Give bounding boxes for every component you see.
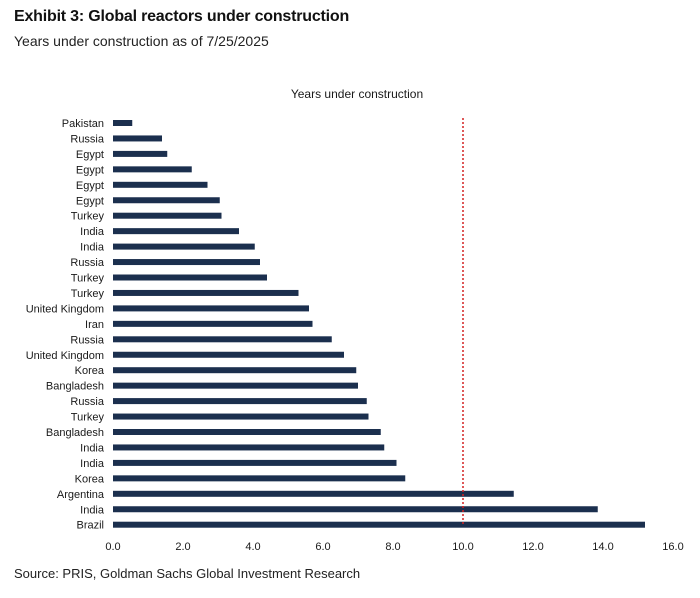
- bar: [113, 367, 357, 374]
- bar: [113, 274, 267, 281]
- bar: [113, 120, 133, 126]
- category-label: Turkey: [71, 211, 105, 223]
- bar: [113, 459, 397, 466]
- x-tick-label: 2.0: [175, 541, 190, 553]
- bar: [113, 521, 645, 528]
- category-label: Turkey: [71, 288, 105, 300]
- category-label: India: [80, 242, 105, 254]
- bar: [113, 197, 220, 204]
- category-label: Korea: [75, 473, 105, 485]
- bar: [113, 351, 344, 358]
- category-label: Egypt: [76, 180, 104, 192]
- category-label: Russia: [70, 133, 105, 145]
- bars-layer: [113, 120, 645, 528]
- bar: [113, 398, 367, 405]
- category-label: Bangladesh: [46, 427, 104, 439]
- bar: [113, 413, 369, 420]
- bar: [113, 259, 260, 266]
- bar: [113, 490, 514, 497]
- exhibit-title: Exhibit 3: Global reactors under constru…: [14, 8, 350, 25]
- bar: [113, 135, 162, 142]
- exhibit-subtitle: Years under construction as of 7/25/2025: [14, 33, 269, 49]
- category-label: India: [80, 458, 105, 470]
- x-tick-label: 0.0: [105, 541, 120, 553]
- category-label: United Kingdom: [26, 303, 104, 315]
- bar: [113, 243, 255, 250]
- bar: [113, 212, 222, 219]
- category-label: India: [80, 442, 105, 454]
- bar: [113, 289, 299, 296]
- category-label: Turkey: [71, 273, 105, 285]
- category-label: Bangladesh: [46, 381, 104, 393]
- bar: [113, 181, 208, 188]
- category-label: Russia: [70, 396, 105, 408]
- category-label: India: [80, 226, 105, 238]
- bar: [113, 506, 598, 513]
- category-label: United Kingdom: [26, 350, 104, 362]
- x-tick-label: 12.0: [522, 541, 543, 553]
- category-label: Egypt: [76, 195, 104, 207]
- bar: [113, 228, 239, 235]
- bar: [113, 429, 381, 435]
- bar: [113, 475, 406, 482]
- category-label: Russia: [70, 257, 105, 269]
- category-label: Egypt: [76, 164, 104, 176]
- category-label: Korea: [75, 365, 105, 377]
- x-tick-label: 16.0: [662, 541, 683, 553]
- category-label: Brazil: [76, 520, 104, 532]
- bar: [113, 320, 313, 327]
- x-tick-label: 8.0: [385, 541, 400, 553]
- x-tick-label: 4.0: [245, 541, 260, 553]
- category-label: Russia: [70, 334, 105, 346]
- x-tick-label: 6.0: [315, 541, 330, 553]
- bar: [113, 166, 192, 173]
- bar: [113, 305, 309, 312]
- bar: [113, 150, 168, 157]
- category-label: Turkey: [71, 412, 105, 424]
- bar-chart: Years under construction Pakistan Russia E…: [26, 87, 684, 553]
- source-note: Source: PRIS, Goldman Sachs Global Inves…: [14, 566, 361, 581]
- bar: [113, 382, 358, 389]
- x-tick-label: 10.0: [452, 541, 473, 553]
- category-labels: Pakistan Russia Egypt Egypt Egypt Egypt Turkey…: [26, 118, 105, 532]
- x-tick-label: 14.0: [592, 541, 613, 553]
- x-axis-ticks: 0.0 2.0 4.0 6.0 8.0 10.0 12.0 14.0 16.0: [105, 541, 683, 553]
- chart-title: Years under construction: [291, 87, 423, 101]
- bar: [113, 336, 332, 343]
- category-label: Argentina: [57, 489, 105, 501]
- category-label: Pakistan: [62, 118, 104, 130]
- category-label: India: [80, 504, 105, 516]
- category-label: Egypt: [76, 149, 104, 161]
- bar: [113, 444, 385, 451]
- category-label: Iran: [85, 319, 104, 331]
